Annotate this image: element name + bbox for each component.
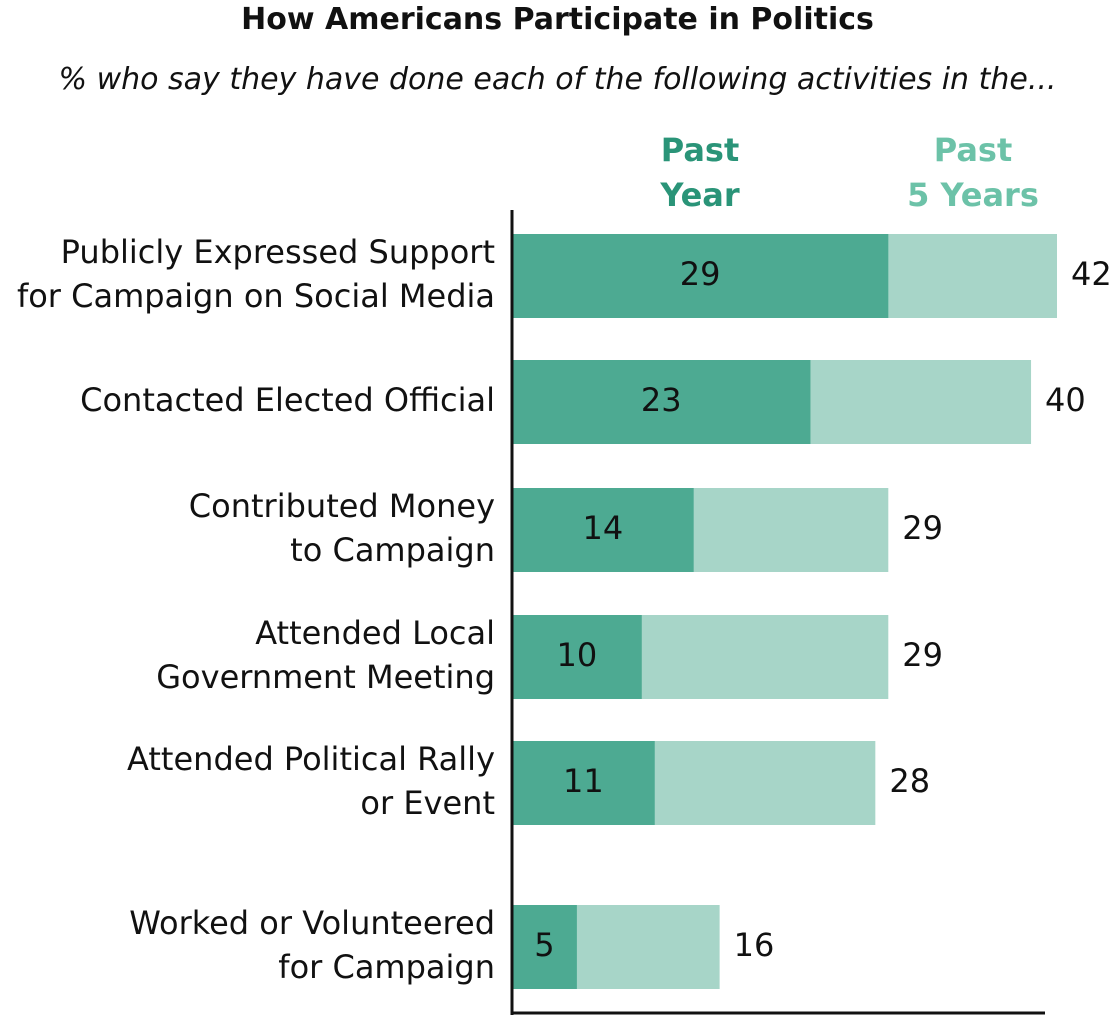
- data-label: 29: [902, 509, 943, 547]
- legend-entry: Past 5 Years: [907, 131, 1039, 214]
- data-label: 40: [1045, 381, 1086, 419]
- category-label: Contributed Money to Campaign: [188, 487, 495, 569]
- bar: [512, 360, 811, 444]
- bar: [512, 234, 889, 318]
- data-label: 10: [557, 636, 598, 674]
- data-label: 42: [1071, 255, 1112, 293]
- data-label: 29: [902, 636, 943, 674]
- legend-entry: Past Year: [660, 131, 740, 214]
- data-label: 11: [563, 762, 604, 800]
- bar: [512, 615, 642, 699]
- category-label: Publicly Expressed Support for Campaign …: [16, 233, 495, 315]
- category-label: Attended Local Government Meeting: [156, 614, 495, 696]
- data-label: 28: [889, 762, 930, 800]
- bar: [512, 741, 655, 825]
- chart-title: How Americans Participate in Politics: [241, 2, 874, 37]
- chart-subtitle: % who say they have done each of the fol…: [58, 62, 1057, 97]
- category-label: Contacted Elected Official: [80, 381, 495, 419]
- category-label: Worked or Volunteered for Campaign: [129, 904, 495, 986]
- data-label: 14: [582, 509, 623, 547]
- data-label: 16: [734, 926, 775, 964]
- bar: [512, 488, 694, 572]
- bar: [512, 905, 577, 989]
- data-label: 5: [534, 926, 554, 964]
- data-label: 29: [680, 255, 721, 293]
- data-label: 23: [641, 381, 682, 419]
- category-label: Attended Political Rally or Event: [127, 740, 495, 822]
